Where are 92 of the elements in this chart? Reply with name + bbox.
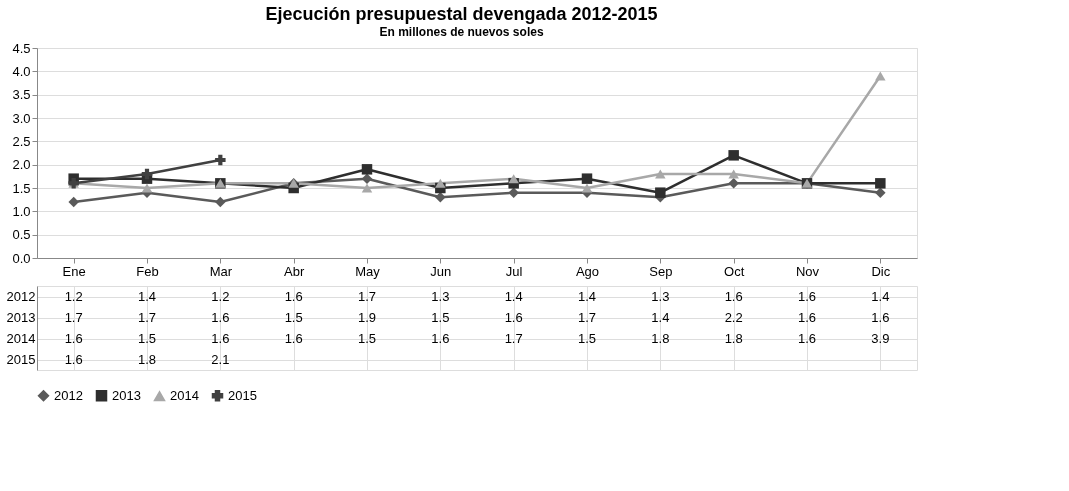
data-label: 1.3 <box>431 288 450 304</box>
point <box>68 196 79 208</box>
point <box>728 150 739 161</box>
x-tick-label: May <box>355 263 381 279</box>
data-label: 1.8 <box>651 330 670 346</box>
text: 2015 <box>6 352 36 367</box>
data-label: 1.6 <box>431 330 450 346</box>
legend-label: 2013 <box>112 387 141 403</box>
point <box>581 173 593 184</box>
y-tick-label: 0.0 <box>12 250 31 266</box>
data-label: 1.9 <box>357 309 377 325</box>
text: 2012 <box>6 289 36 304</box>
data-label: 1.6 <box>797 330 817 346</box>
data-label: 2.1 <box>211 351 230 367</box>
data-label: 1.4 <box>137 288 157 304</box>
x-tick-label: Ene <box>62 263 86 279</box>
x-tick-label: Sep <box>649 263 673 279</box>
y-tick-label: 0.5 <box>12 227 31 243</box>
point <box>435 192 446 203</box>
point <box>655 169 666 179</box>
data-label: 1.6 <box>64 351 83 367</box>
x-tick-label: Mar <box>209 263 233 279</box>
point <box>215 154 226 166</box>
data-label: 1.8 <box>724 330 743 346</box>
data-label: 1.4 <box>504 288 523 304</box>
text: 2014 <box>6 331 36 346</box>
y-tick-label: 4.5 <box>12 40 31 56</box>
x-tick-label: Ago <box>575 263 600 279</box>
data-label: 1.7 <box>137 309 157 325</box>
data-label: 1.6 <box>211 330 230 346</box>
data-label: 1.6 <box>211 309 230 325</box>
data-label: 1.6 <box>797 309 817 325</box>
point <box>141 168 153 180</box>
data-label: 1.3 <box>651 288 670 304</box>
data-label: 1.4 <box>577 288 597 304</box>
x-tick-label: Jul <box>505 263 523 279</box>
y-tick-label: 2.0 <box>12 157 31 173</box>
x-tick-label: Dic <box>871 263 891 279</box>
text: 2013 <box>6 310 36 325</box>
point <box>655 187 666 198</box>
data-label: 1.2 <box>64 288 83 304</box>
data-label: 1.4 <box>871 288 890 304</box>
legend-label: 2014 <box>170 388 199 404</box>
data-label: 1.5 <box>431 309 450 325</box>
y-tick-label: 1.0 <box>12 203 31 219</box>
point <box>581 183 593 193</box>
data-label: 1.6 <box>504 309 523 325</box>
point <box>875 178 886 189</box>
x-tick-label: Jun <box>430 263 452 279</box>
x-tick-label: Oct <box>724 263 745 279</box>
y-tick-label: 1.5 <box>12 180 31 196</box>
legend-label: 2015 <box>228 387 257 403</box>
point <box>875 187 886 198</box>
y-tick-label: 2.5 <box>12 133 31 149</box>
data-label: 2.2 <box>724 309 743 325</box>
chart-subtitle: En millones de nuevos soles <box>379 24 544 39</box>
point <box>215 196 226 208</box>
y-tick-label: 3.5 <box>12 87 31 103</box>
legend-label: 2012 <box>54 387 83 403</box>
data-label: 3.9 <box>871 330 890 346</box>
x-tick-label: Feb <box>136 263 159 279</box>
data-label: 1.7 <box>577 309 597 325</box>
point <box>141 183 153 193</box>
y-tick-label: 3.0 <box>12 110 31 126</box>
data-label: 1.6 <box>724 288 743 304</box>
data-label: 1.7 <box>64 309 83 325</box>
point <box>361 164 373 175</box>
data-label: 1.6 <box>797 288 817 304</box>
data-label: 1.5 <box>284 309 303 325</box>
x-tick-label: Nov <box>795 263 820 279</box>
data-label: 1.6 <box>284 288 303 304</box>
point <box>728 169 739 179</box>
data-label: 1.5 <box>357 330 377 346</box>
data-label: 1.7 <box>504 330 523 346</box>
data-label: 1.6 <box>284 330 303 346</box>
point <box>728 178 739 189</box>
y-tick-label: 4.0 <box>12 63 31 79</box>
data-label: 1.6 <box>871 309 890 325</box>
point <box>361 183 373 193</box>
x-tick-label: Abr <box>284 263 305 279</box>
data-label: 1.6 <box>64 330 83 346</box>
chart-title: Ejecución presupuestal devengada 2012-2015 <box>265 3 658 24</box>
data-label: 1.7 <box>357 288 377 304</box>
data-label: 1.4 <box>651 309 670 325</box>
data-label: 1.2 <box>211 288 230 304</box>
point <box>875 71 886 81</box>
point <box>508 174 519 184</box>
point <box>508 187 519 198</box>
data-label: 1.5 <box>137 330 157 346</box>
data-label: 1.5 <box>577 330 597 346</box>
data-label: 1.8 <box>137 351 157 367</box>
point <box>435 178 446 188</box>
